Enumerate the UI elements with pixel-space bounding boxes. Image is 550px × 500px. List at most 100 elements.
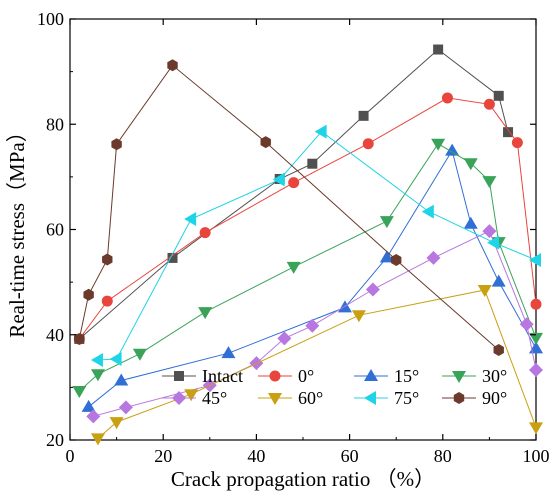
data-point bbox=[314, 124, 327, 139]
data-point bbox=[109, 417, 124, 430]
data-point bbox=[477, 285, 492, 298]
data-point bbox=[431, 138, 446, 151]
legend-item: 90° bbox=[442, 388, 507, 408]
data-point bbox=[519, 317, 534, 332]
legend-label: 60° bbox=[298, 388, 323, 408]
legend-marker bbox=[269, 370, 281, 382]
data-point bbox=[529, 332, 543, 345]
data-point bbox=[167, 59, 178, 72]
data-point bbox=[487, 235, 500, 250]
legend-item: 0° bbox=[258, 366, 314, 386]
x-tick-label: 40 bbox=[247, 446, 265, 466]
legend-marker bbox=[268, 393, 282, 405]
data-point bbox=[86, 409, 101, 424]
legend-marker bbox=[364, 369, 378, 381]
data-point bbox=[83, 288, 94, 301]
data-point bbox=[426, 250, 441, 265]
y-axis-title: Real-time stress（MPa） bbox=[5, 121, 29, 337]
data-point bbox=[463, 216, 478, 229]
data-point bbox=[90, 353, 103, 368]
data-point bbox=[362, 138, 374, 150]
data-point bbox=[358, 110, 369, 121]
data-point bbox=[109, 351, 122, 366]
y-tick-label: 100 bbox=[37, 9, 64, 29]
legend-item: 30° bbox=[442, 366, 507, 386]
data-point bbox=[493, 344, 504, 357]
data-point bbox=[379, 250, 394, 263]
series-line bbox=[78, 143, 537, 392]
x-tick-label: 100 bbox=[523, 446, 550, 466]
x-tick-label: 0 bbox=[66, 446, 75, 466]
data-point bbox=[421, 204, 434, 219]
legend-label: 90° bbox=[482, 388, 507, 408]
legend-item: Intact bbox=[162, 366, 243, 386]
data-point bbox=[305, 318, 320, 333]
data-point bbox=[260, 136, 271, 149]
legend-label: 30° bbox=[482, 366, 507, 386]
data-point bbox=[118, 400, 133, 415]
legend-item: 75° bbox=[354, 388, 419, 408]
data-point bbox=[482, 176, 497, 189]
legend-marker bbox=[364, 391, 376, 405]
data-point bbox=[288, 177, 300, 189]
data-point bbox=[132, 348, 147, 361]
data-point bbox=[379, 216, 394, 229]
legend-label: 0° bbox=[298, 366, 314, 386]
data-point bbox=[72, 386, 87, 399]
legend-label: Intact bbox=[202, 366, 243, 386]
series-3 bbox=[72, 138, 543, 399]
data-point bbox=[114, 373, 129, 386]
series-line bbox=[97, 130, 537, 361]
data-point bbox=[491, 274, 506, 287]
data-point bbox=[221, 346, 236, 359]
data-point bbox=[493, 90, 504, 101]
series-5 bbox=[90, 285, 543, 446]
data-point bbox=[503, 127, 514, 138]
legend-marker bbox=[453, 392, 465, 404]
legend-item: 15° bbox=[354, 366, 419, 386]
data-point bbox=[529, 253, 541, 268]
series-layer bbox=[72, 44, 543, 446]
data-point bbox=[277, 331, 292, 346]
data-point bbox=[102, 253, 113, 266]
data-point bbox=[90, 369, 105, 382]
x-axis-title: Crack propagation ratio （%） bbox=[171, 467, 435, 491]
y-tick-label: 20 bbox=[46, 430, 64, 450]
data-point bbox=[286, 261, 301, 274]
data-point bbox=[529, 363, 543, 378]
x-tick-label: 20 bbox=[154, 446, 172, 466]
y-tick-label: 60 bbox=[46, 220, 64, 240]
data-point bbox=[101, 295, 113, 307]
data-point bbox=[463, 158, 478, 171]
data-point bbox=[483, 98, 495, 110]
series-6 bbox=[90, 124, 541, 368]
data-point bbox=[351, 310, 366, 323]
series-4 bbox=[86, 224, 543, 424]
legend-label: 75° bbox=[394, 388, 419, 408]
data-point bbox=[482, 224, 497, 239]
series-line bbox=[78, 64, 500, 351]
series-line bbox=[78, 48, 509, 340]
data-point bbox=[81, 399, 96, 412]
x-tick-label: 60 bbox=[341, 446, 359, 466]
data-point bbox=[307, 158, 318, 169]
series-line bbox=[78, 97, 537, 340]
data-point bbox=[90, 433, 105, 446]
data-point bbox=[184, 389, 199, 402]
data-point bbox=[433, 44, 444, 55]
series-line bbox=[97, 289, 537, 439]
legend-item: 60° bbox=[258, 388, 323, 408]
y-tick-label: 40 bbox=[46, 325, 64, 345]
data-point bbox=[529, 422, 543, 435]
data-point bbox=[167, 252, 178, 263]
data-point bbox=[111, 138, 122, 151]
data-point bbox=[74, 332, 85, 345]
data-point bbox=[511, 137, 523, 149]
legend-marker bbox=[174, 371, 184, 381]
legend-marker bbox=[452, 371, 466, 383]
legend-marker bbox=[172, 391, 186, 405]
series-0 bbox=[74, 44, 514, 344]
data-point bbox=[391, 254, 402, 267]
